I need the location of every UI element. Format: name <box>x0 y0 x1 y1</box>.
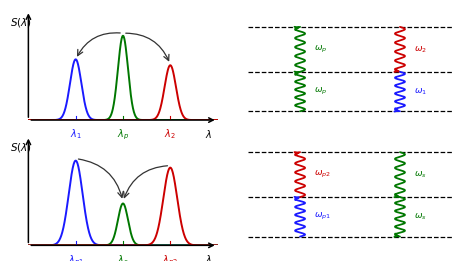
Text: $\lambda_s$: $\lambda_s$ <box>117 253 129 261</box>
Text: $\omega_1$: $\omega_1$ <box>413 86 427 97</box>
Text: $\lambda$: $\lambda$ <box>204 128 212 140</box>
Text: $\omega_{p2}$: $\omega_{p2}$ <box>314 169 331 180</box>
Text: $\lambda_2$: $\lambda_2$ <box>165 128 176 141</box>
Text: $\omega_{p1}$: $\omega_{p1}$ <box>314 211 331 222</box>
Text: $\omega_s$: $\omega_s$ <box>413 169 426 180</box>
Text: $S(\lambda)$: $S(\lambda)$ <box>9 16 31 29</box>
Text: $\omega_p$: $\omega_p$ <box>314 86 327 97</box>
Text: $S(\lambda)$: $S(\lambda)$ <box>9 141 31 154</box>
Text: $\lambda_{p2}$: $\lambda_{p2}$ <box>162 253 178 261</box>
Text: $\omega_2$: $\omega_2$ <box>413 44 427 55</box>
Text: $\lambda$: $\lambda$ <box>204 253 212 261</box>
Text: $\lambda_1$: $\lambda_1$ <box>70 128 81 141</box>
Text: $\lambda_{p1}$: $\lambda_{p1}$ <box>68 253 84 261</box>
Text: $\omega_p$: $\omega_p$ <box>314 44 327 55</box>
Text: $\omega_s$: $\omega_s$ <box>413 212 426 222</box>
Text: $\lambda_p$: $\lambda_p$ <box>117 128 129 143</box>
